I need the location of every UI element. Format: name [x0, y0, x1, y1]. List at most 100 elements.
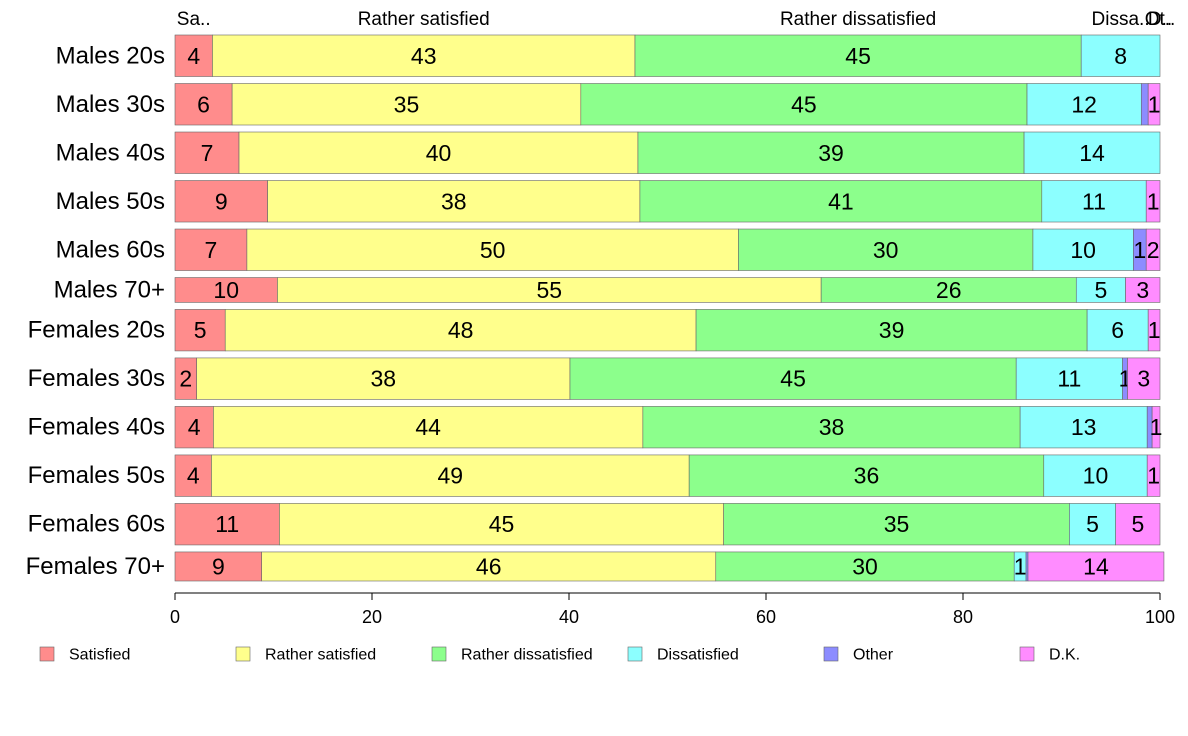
legend-label-rather-dissatisfied: Rather dissatisfied — [461, 647, 593, 664]
data-label-dissatisfied-males-70: 5 — [1095, 277, 1108, 303]
bar-segment-rather-satisfied-males-60s — [246, 228, 739, 271]
bar-segment-satisfied-males-40s — [174, 131, 240, 174]
bar-segment-satisfied-females-60s — [174, 503, 280, 546]
legend-label-satisfied: Satisfied — [69, 647, 130, 664]
data-label-d-k-males-50s: 1 — [1147, 188, 1160, 214]
bar-segment-rather-satisfied-males-70 — [277, 277, 822, 303]
data-label-d-k-females-40s: 1 — [1150, 414, 1163, 440]
data-label-dissatisfied-females-60s: 5 — [1086, 511, 1099, 537]
bar-segment-rather-dissatisfied-males-40s — [637, 131, 1025, 174]
data-label-dissatisfied-males-60s: 10 — [1070, 237, 1096, 263]
bar-segment-rather-satisfied-males-40s — [238, 131, 639, 174]
bar-segment-rather-satisfied-females-70 — [261, 551, 717, 582]
data-label-rather-dissatisfied-males-30s: 45 — [791, 91, 817, 117]
top-label-rather-dissatisfied: Rather dissatisfied — [780, 9, 936, 30]
legend-swatch-rather-dissatisfied — [431, 646, 447, 662]
bar-segment-satisfied-females-70 — [174, 551, 262, 582]
data-label-rather-dissatisfied-males-60s: 30 — [873, 237, 899, 263]
row-label-males-50s: Males 50s — [56, 188, 165, 215]
data-label-rather-dissatisfied-females-50s: 36 — [854, 463, 880, 489]
bar-segment-dissatisfied-females-40s — [1019, 406, 1148, 449]
data-label-dissatisfied-males-50s: 11 — [1082, 188, 1106, 214]
data-label-satisfied-females-20s: 5 — [194, 317, 207, 343]
data-label-rather-satisfied-males-60s: 50 — [480, 237, 506, 263]
bar-segment-satisfied-females-40s — [174, 406, 214, 449]
data-label-rather-dissatisfied-females-40s: 38 — [819, 414, 845, 440]
data-label-rather-satisfied-females-30s: 38 — [371, 366, 397, 392]
bar-segment-rather-satisfied-females-40s — [213, 406, 644, 449]
data-label-rather-satisfied-females-40s: 44 — [415, 414, 441, 440]
data-label-rather-satisfied-females-60s: 45 — [489, 511, 515, 537]
row-label-females-60s: Females 60s — [28, 511, 165, 538]
legend-label-other: Other — [853, 647, 894, 664]
top-label-satisfied: Sa.. — [177, 9, 211, 30]
bar-segment-d-k-females-40s — [1151, 406, 1161, 449]
x-tick-label-100: 100 — [1145, 607, 1175, 627]
data-label-rather-satisfied-males-50s: 38 — [441, 188, 467, 214]
bar-segment-satisfied-males-60s — [174, 228, 248, 271]
row-label-females-40s: Females 40s — [28, 414, 165, 441]
bar-segment-dissatisfied-males-20s — [1080, 34, 1161, 77]
legend-label-rather-satisfied: Rather satisfied — [265, 647, 376, 664]
bar-segment-rather-dissatisfied-females-60s — [723, 503, 1070, 546]
legend-label-dissatisfied: Dissatisfied — [657, 647, 739, 664]
bar-segment-rather-dissatisfied-females-40s — [642, 406, 1021, 449]
data-label-rather-dissatisfied-males-40s: 39 — [818, 140, 844, 166]
data-label-rather-dissatisfied-males-20s: 45 — [845, 43, 871, 69]
bar-segment-rather-dissatisfied-males-50s — [639, 180, 1043, 223]
data-label-d-k-males-70: 3 — [1136, 277, 1149, 303]
data-label-rather-satisfied-females-50s: 49 — [438, 463, 464, 489]
row-label-females-70: Females 70+ — [26, 553, 165, 580]
top-label-rather-satisfied: Rather satisfied — [358, 9, 490, 30]
bar-segment-d-k-males-30s — [1147, 83, 1161, 126]
legend-swatch-d-k — [1019, 646, 1035, 662]
data-label-d-k-males-60s: 2 — [1147, 237, 1160, 263]
bar-segment-dissatisfied-females-60s — [1069, 503, 1116, 546]
bar-segment-dissatisfied-males-40s — [1023, 131, 1161, 174]
data-label-satisfied-females-30s: 2 — [179, 366, 192, 392]
bar-segment-rather-satisfied-females-50s — [211, 454, 690, 497]
row-label-males-60s: Males 60s — [56, 236, 165, 263]
data-label-rather-satisfied-males-30s: 35 — [394, 91, 420, 117]
bar-segment-d-k-females-30s — [1127, 357, 1161, 400]
bar-segment-dissatisfied-females-50s — [1043, 454, 1148, 497]
row-label-males-20s: Males 20s — [56, 42, 165, 69]
x-tick-label-0: 0 — [170, 607, 180, 627]
data-label-dissatisfied-females-50s: 10 — [1083, 463, 1109, 489]
bar-segment-dissatisfied-males-60s — [1032, 228, 1134, 271]
data-label-dissatisfied-females-40s: 13 — [1071, 414, 1097, 440]
x-tick-label-60: 60 — [756, 607, 776, 627]
legend-label-d-k: D.K. — [1049, 647, 1080, 664]
data-label-satisfied-females-70: 9 — [212, 553, 225, 579]
bar-segment-dissatisfied-males-70 — [1075, 277, 1126, 303]
bar-segment-dissatisfied-females-30s — [1015, 357, 1123, 400]
data-label-satisfied-males-70: 10 — [213, 277, 239, 303]
data-label-d-k-females-60s: 5 — [1131, 511, 1144, 537]
bar-segment-d-k-males-50s — [1145, 180, 1161, 223]
bar-segment-satisfied-females-50s — [174, 454, 212, 497]
bar-segment-dissatisfied-females-20s — [1086, 309, 1149, 352]
bar-segment-rather-satisfied-males-50s — [267, 180, 641, 223]
data-label-rather-satisfied-males-40s: 40 — [426, 140, 452, 166]
bar-segment-rather-dissatisfied-females-20s — [695, 309, 1088, 352]
bar-segment-rather-satisfied-males-20s — [212, 34, 636, 77]
bar-segment-d-k-males-60s — [1145, 228, 1161, 271]
row-label-males-70: Males 70+ — [54, 276, 165, 303]
data-label-rather-dissatisfied-females-20s: 39 — [879, 317, 905, 343]
row-label-females-30s: Females 30s — [28, 365, 165, 392]
legend-swatch-other — [823, 646, 839, 662]
bar-segment-dissatisfied-males-50s — [1041, 180, 1147, 223]
bar-segment-rather-dissatisfied-females-50s — [688, 454, 1045, 497]
data-label-dissatisfied-males-40s: 14 — [1079, 140, 1105, 166]
bar-segment-rather-dissatisfied-females-30s — [569, 357, 1017, 400]
row-label-females-50s: Females 50s — [28, 462, 165, 489]
bar-segment-d-k-males-70 — [1125, 277, 1161, 303]
data-label-satisfied-males-40s: 7 — [201, 140, 214, 166]
data-label-rather-dissatisfied-females-70: 30 — [852, 553, 878, 579]
bar-segment-rather-satisfied-females-60s — [279, 503, 724, 546]
bar-segment-d-k-females-70 — [1027, 551, 1165, 582]
bar-segment-d-k-females-60s — [1115, 503, 1161, 546]
bar-segment-satisfied-males-50s — [174, 180, 268, 223]
legend-swatch-rather-satisfied — [235, 646, 251, 662]
bar-segment-d-k-females-50s — [1146, 454, 1161, 497]
